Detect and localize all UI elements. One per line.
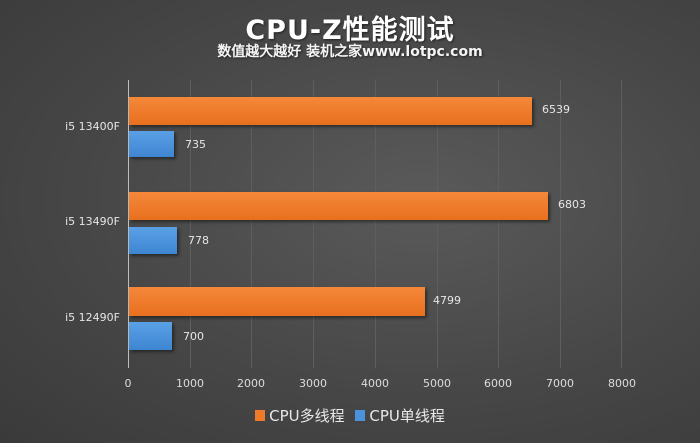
legend-item-multi: CPU多线程	[255, 405, 345, 426]
x-tick: 8000	[608, 377, 636, 390]
chart-title: CPU-Z性能测试	[245, 15, 455, 46]
gridline	[498, 80, 499, 368]
value-label: 6803	[558, 198, 586, 211]
x-tick: 6000	[484, 377, 512, 390]
value-label: 778	[188, 234, 209, 247]
category-label: i5 12490F	[65, 311, 120, 324]
value-label: 4799	[433, 294, 461, 307]
x-tick: 1000	[176, 377, 204, 390]
chart-subtitle: 数值越大越好 装机之家www.lotpc.com	[217, 44, 483, 60]
value-label: 700	[183, 330, 204, 343]
y-axis-line	[128, 80, 129, 368]
bar-single-13490f	[129, 227, 177, 254]
x-tick: 5000	[423, 377, 451, 390]
gridline	[621, 80, 622, 368]
x-tick: 3000	[299, 377, 327, 390]
category-label: i5 13490F	[65, 215, 120, 228]
bar-single-12490f	[129, 322, 172, 350]
gridline	[375, 80, 376, 368]
legend-item-single: CPU单线程	[355, 405, 445, 426]
legend-label-multi: CPU多线程	[269, 407, 345, 425]
x-tick: 7000	[546, 377, 574, 390]
gridline	[560, 80, 561, 368]
bar-multi-13400f	[129, 97, 532, 125]
legend-label-single: CPU单线程	[369, 407, 445, 425]
gridline	[251, 80, 252, 368]
x-tick: 4000	[361, 377, 389, 390]
gridline	[190, 80, 191, 368]
blue-swatch-icon	[355, 410, 366, 421]
gridline	[437, 80, 438, 368]
x-tick: 0	[124, 377, 132, 390]
orange-swatch-icon	[255, 410, 266, 421]
legend: CPU多线程 CPU单线程	[0, 405, 700, 426]
plot-area: 6539 735 6803 778 4799 700	[128, 80, 622, 368]
bar-single-13400f	[129, 131, 174, 157]
category-label: i5 13400F	[65, 120, 120, 133]
bar-multi-13490f	[129, 192, 548, 220]
x-tick: 2000	[237, 377, 265, 390]
value-label: 735	[185, 138, 206, 151]
gridline	[313, 80, 314, 368]
bar-multi-12490f	[129, 287, 425, 316]
value-label: 6539	[542, 103, 570, 116]
